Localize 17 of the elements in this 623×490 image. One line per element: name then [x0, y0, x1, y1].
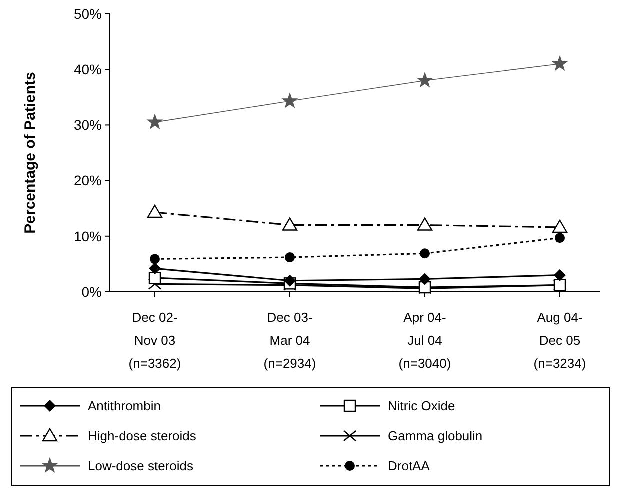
y-tick-label: 30% — [74, 117, 102, 134]
x-tick-label: Apr 04- Jul 04 (n=3040) — [398, 310, 452, 371]
legend-label: Antithrombin — [88, 398, 161, 414]
y-tick-label: 0% — [82, 284, 102, 300]
legend-label: Gamma globulin — [388, 428, 483, 444]
legend-label: High-dose steroids — [88, 428, 197, 444]
y-tick-label: 40% — [74, 62, 102, 78]
legend-label: Low-dose steroids — [88, 458, 194, 474]
y-tick-label: 50% — [74, 6, 102, 22]
x-tick-label: Aug 04- Dec 05 (n=3234) — [534, 310, 586, 371]
y-axis-title: Percentage of Patients — [22, 72, 39, 234]
y-tick-label: 20% — [74, 172, 102, 189]
y-tick-label: 10% — [74, 228, 102, 244]
legend-label: Nitric Oxide — [388, 398, 456, 414]
x-tick-label: Dec 02- Nov 03 (n=3362) — [128, 310, 182, 371]
x-tick-label: Dec 03- Mar 04 (n=2934) — [264, 310, 316, 371]
legend-label: DrotAA — [388, 458, 430, 474]
